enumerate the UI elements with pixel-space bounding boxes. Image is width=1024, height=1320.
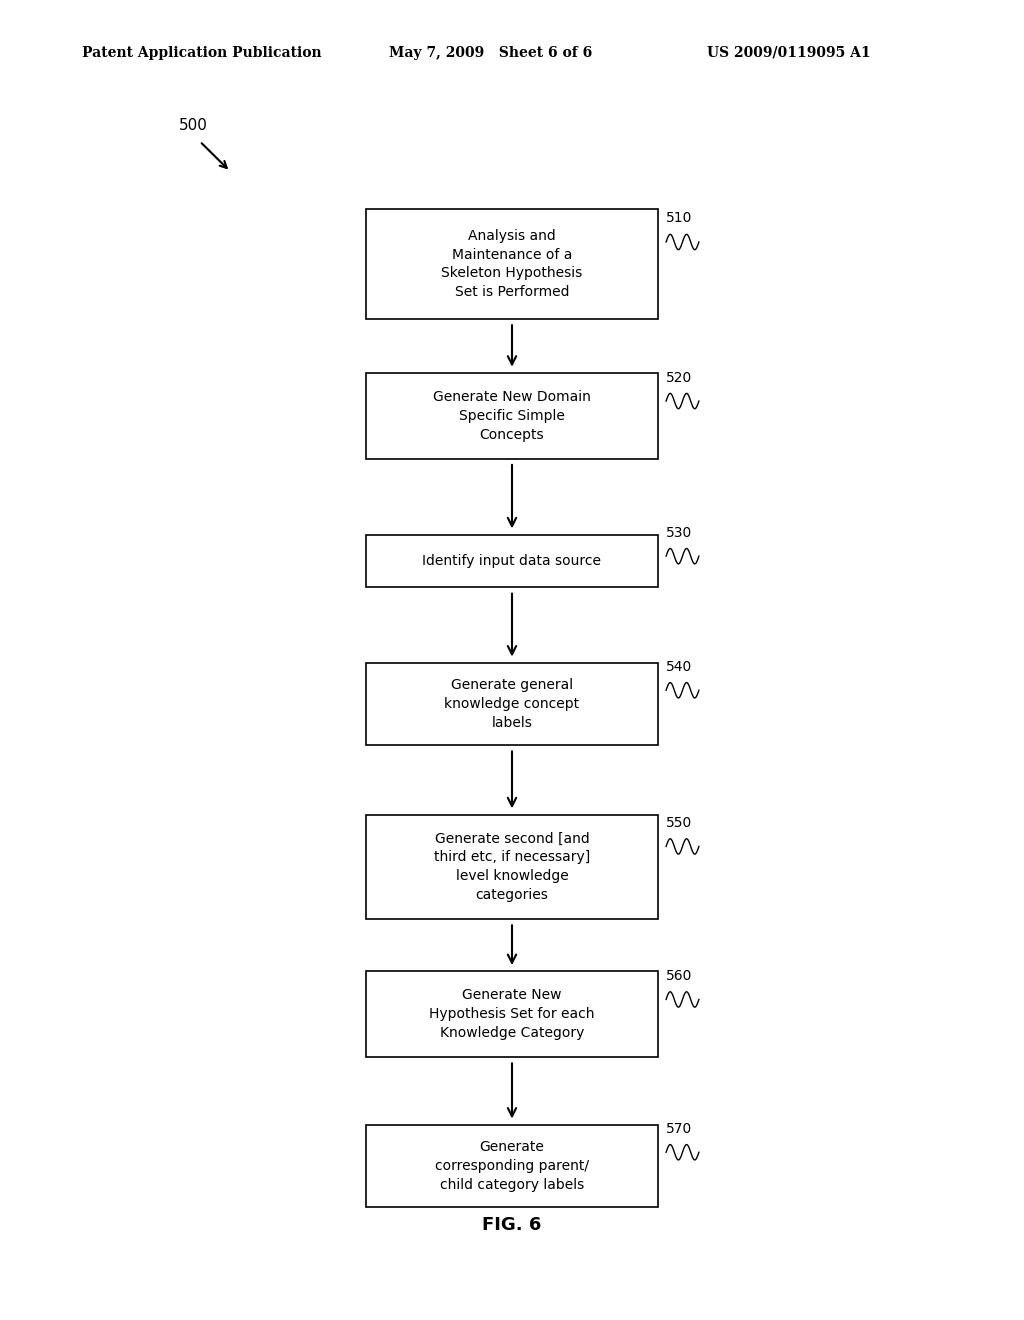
FancyBboxPatch shape [367, 209, 658, 319]
Text: Generate New
Hypothesis Set for each
Knowledge Category: Generate New Hypothesis Set for each Kno… [429, 989, 595, 1040]
Text: 500: 500 [179, 117, 208, 133]
Text: Generate New Domain
Specific Simple
Concepts: Generate New Domain Specific Simple Conc… [433, 389, 591, 442]
Text: Identify input data source: Identify input data source [423, 554, 601, 568]
Text: Patent Application Publication: Patent Application Publication [82, 46, 322, 59]
Text: May 7, 2009   Sheet 6 of 6: May 7, 2009 Sheet 6 of 6 [389, 46, 592, 59]
Text: 530: 530 [666, 525, 692, 540]
Text: 520: 520 [666, 371, 692, 384]
Text: Analysis and
Maintenance of a
Skeleton Hypothesis
Set is Performed: Analysis and Maintenance of a Skeleton H… [441, 228, 583, 300]
Text: Generate second [and
third etc, if necessary]
level knowledge
categories: Generate second [and third etc, if neces… [434, 832, 590, 903]
Text: 510: 510 [666, 211, 692, 226]
Text: 560: 560 [666, 969, 692, 983]
FancyBboxPatch shape [367, 1125, 658, 1208]
Text: FIG. 6: FIG. 6 [482, 1216, 542, 1234]
Text: US 2009/0119095 A1: US 2009/0119095 A1 [707, 46, 870, 59]
Text: 540: 540 [666, 660, 692, 673]
Text: 550: 550 [666, 816, 692, 830]
FancyBboxPatch shape [367, 535, 658, 587]
Text: 570: 570 [666, 1122, 692, 1135]
FancyBboxPatch shape [367, 374, 658, 459]
FancyBboxPatch shape [367, 814, 658, 919]
Text: Generate general
knowledge concept
labels: Generate general knowledge concept label… [444, 678, 580, 730]
FancyBboxPatch shape [367, 663, 658, 746]
FancyBboxPatch shape [367, 972, 658, 1057]
Text: Generate
corresponding parent/
child category labels: Generate corresponding parent/ child cat… [435, 1140, 589, 1192]
